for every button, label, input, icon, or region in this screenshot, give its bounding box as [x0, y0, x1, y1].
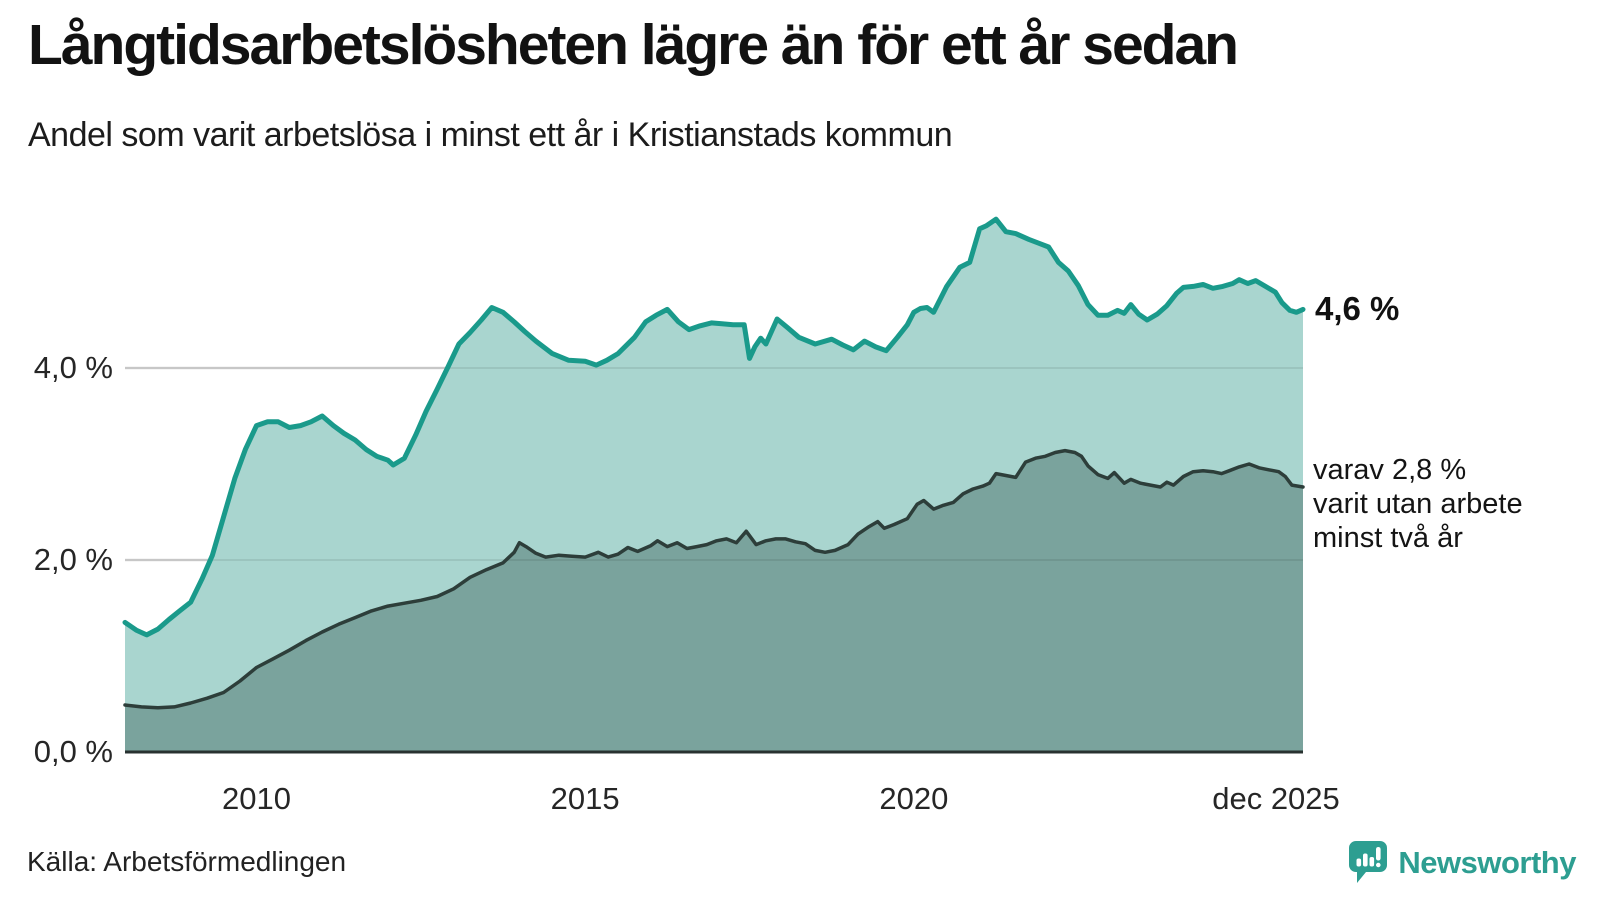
- series-twoyear-area: [125, 450, 1303, 752]
- series-total-end-value-label: 4,6 %: [1315, 290, 1400, 328]
- x-axis-tick-2020: 2020: [879, 781, 949, 816]
- newsworthy-brand-text: Newsworthy: [1398, 845, 1576, 880]
- x-axis-tick-dec-2025: dec 2025: [1212, 781, 1340, 816]
- page-title: Långtidsarbetslösheten lägre än för ett …: [28, 13, 1239, 77]
- newsworthy-brand: Newsworthy: [1348, 840, 1576, 886]
- y-axis-tick-0: 0,0 %: [33, 734, 113, 769]
- page-subtitle: Andel som varit arbetslösa i minst ett å…: [28, 116, 953, 154]
- series-total-line: [122, 216, 1306, 638]
- x-axis-tick-2015: 2015: [550, 781, 620, 816]
- series-twoyear-line: [123, 448, 1305, 710]
- x-axis-tick-2010: 2010: [221, 781, 291, 816]
- newsworthy-logo-icon: [1349, 841, 1388, 883]
- series-twoyear-end-note: varav 2,8 % varit utan arbete minst två …: [1313, 454, 1523, 555]
- source-note: Källa: Arbetsförmedlingen: [27, 846, 347, 877]
- y-axis-tick-2: 2,0 %: [33, 542, 113, 577]
- y-axis-tick-4: 4,0 %: [33, 350, 113, 385]
